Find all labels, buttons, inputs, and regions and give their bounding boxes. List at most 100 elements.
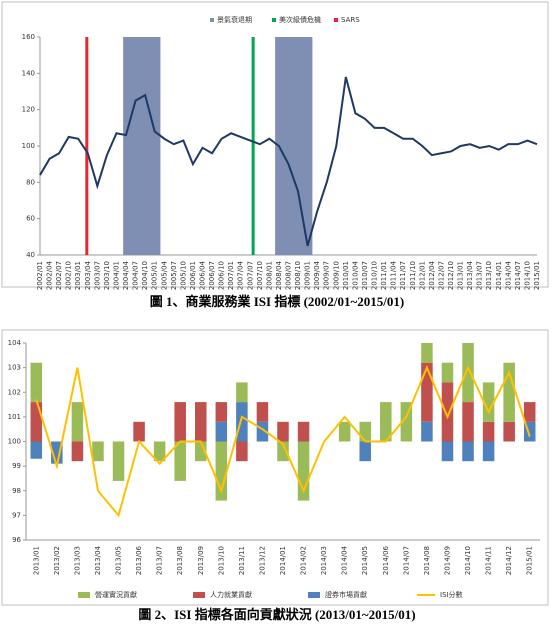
x-tick-label: 2014/02	[300, 546, 308, 575]
legend-label: 營運實況貢獻	[95, 590, 137, 599]
x-tick-label: 2013/01	[457, 261, 465, 290]
x-tick-label: 2002/10	[65, 261, 73, 290]
x-tick-label: 2013/09	[197, 546, 205, 575]
x-tick-label: 2003/04	[84, 260, 92, 290]
bar-segment	[195, 441, 207, 462]
bar-segment	[400, 402, 413, 442]
y-tick-label: 40	[26, 251, 35, 259]
x-tick-label: 2004/07	[132, 261, 140, 290]
x-tick-label: 2010/10	[371, 261, 379, 290]
bar-segment	[503, 362, 515, 422]
x-tick-label: 2003/01	[74, 261, 82, 290]
x-tick-label: 2012/10	[447, 261, 455, 290]
x-tick-label: 2014/12	[505, 546, 513, 575]
x-tick-label: 2005/04	[160, 260, 168, 290]
bar-segment	[256, 421, 269, 442]
legend-swatch	[78, 592, 90, 598]
x-tick-label: 2014/04	[504, 260, 512, 290]
x-tick-label: 2009/04	[313, 260, 321, 290]
bar-segment	[256, 402, 269, 422]
y-tick-label: 101	[8, 413, 21, 421]
x-tick-label: 2002/04	[46, 260, 54, 290]
bar-segment	[380, 402, 392, 442]
x-tick-label: 2006/07	[208, 261, 216, 290]
legend-label: ISI分數	[440, 590, 463, 599]
x-tick-label: 2013/06	[135, 545, 143, 575]
y-tick-label: 104	[8, 339, 22, 347]
x-tick-label: 2010/01	[342, 261, 350, 290]
x-tick-label: 2007/04	[237, 260, 245, 290]
y-tick-label: 96	[12, 536, 21, 544]
bar-segment	[215, 402, 228, 422]
bar-segment	[359, 441, 371, 462]
bar-segment	[30, 362, 43, 403]
y-tick-label: 97	[12, 511, 21, 519]
x-tick-label: 2007/01	[227, 261, 235, 290]
x-tick-label: 2013/11	[238, 546, 246, 575]
y-tick-label: 160	[22, 33, 35, 41]
x-tick-label: 2004/01	[112, 261, 120, 290]
x-tick-label: 2014/07	[514, 261, 522, 290]
x-tick-label: 2012/04	[428, 260, 436, 290]
legend-label: 證券市場貢獻	[325, 590, 367, 599]
x-tick-label: 2014/09	[443, 546, 451, 575]
bar-segment	[174, 441, 186, 481]
bar-segment	[277, 441, 289, 462]
x-tick-label: 2010/04	[351, 260, 359, 290]
bar-segment	[421, 421, 433, 442]
x-tick-label: 2014/05	[361, 546, 369, 575]
chart-frame	[1, 1, 549, 288]
y-tick-label: 99	[12, 462, 21, 470]
x-tick-label: 2013/10	[217, 546, 225, 575]
x-tick-label: 2010/07	[361, 261, 369, 290]
x-tick-label: 2011/07	[399, 261, 407, 290]
legend-label: 人力就業貢獻	[210, 590, 252, 599]
bar-segment	[71, 402, 84, 442]
x-tick-label: 2007/07	[246, 261, 254, 290]
x-tick-label: 2013/07	[476, 261, 484, 290]
x-tick-label: 2014/08	[423, 546, 431, 575]
legend-label: 景氣衰退期	[217, 15, 252, 24]
legend-swatch	[193, 592, 205, 598]
bar-segment	[174, 402, 186, 442]
bar-segment	[215, 441, 228, 501]
x-tick-label: 2008/10	[294, 261, 302, 290]
bar-segment	[236, 382, 248, 403]
y-tick-label: 100	[22, 142, 35, 150]
x-tick-label: 2008/07	[285, 261, 293, 290]
x-tick-label: 2012/07	[437, 261, 445, 290]
y-tick-label: 102	[8, 388, 21, 396]
x-tick-label: 2013/04	[94, 545, 102, 575]
x-tick-label: 2005/01	[151, 261, 159, 290]
bar-segment	[482, 382, 495, 422]
bar-segment	[277, 421, 289, 442]
x-tick-label: 2013/01	[32, 546, 40, 575]
x-tick-label: 2015/01	[533, 261, 541, 290]
caption: 圖 2、ISI 指標各面向貢獻狀況 (2013/01~2015/01)	[138, 607, 415, 622]
x-tick-label: 2006/10	[218, 261, 226, 290]
x-tick-label: 2006/04	[198, 260, 206, 290]
bar-segment	[523, 421, 536, 442]
bar-segment	[359, 421, 371, 442]
legend-swatch	[272, 18, 276, 22]
y-tick-label: 80	[26, 178, 35, 186]
bar-segment	[112, 441, 125, 481]
isi-line	[35, 365, 531, 518]
x-tick-label: 2013/03	[73, 546, 81, 575]
bar-segment	[503, 421, 515, 442]
shaded-period	[123, 37, 161, 255]
legend-swatch	[334, 18, 338, 22]
x-tick-label: 2014/10	[523, 261, 531, 290]
bar-segment	[523, 402, 536, 422]
y-tick-label: 120	[22, 106, 35, 114]
y-tick-label: 140	[22, 69, 35, 77]
x-tick-label: 2013/12	[258, 546, 266, 575]
x-tick-label: 2013/07	[156, 546, 164, 575]
x-tick-label: 2011/10	[409, 261, 417, 290]
x-tick-label: 2006/01	[189, 261, 197, 290]
bar-segment	[462, 441, 474, 462]
bar-segment	[462, 402, 474, 442]
bar-segment	[71, 441, 84, 462]
x-tick-label: 2008/01	[265, 261, 273, 290]
bar-segment	[297, 421, 310, 442]
